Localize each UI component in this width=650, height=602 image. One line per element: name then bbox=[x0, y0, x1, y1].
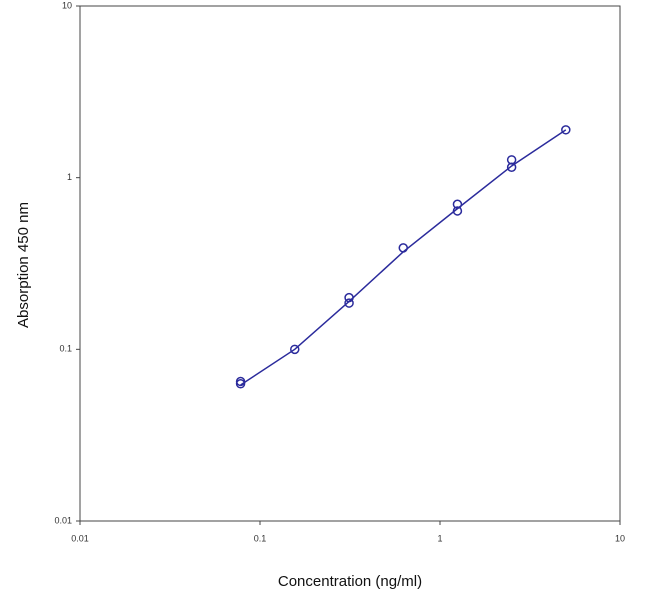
fit-curve bbox=[240, 129, 567, 386]
data-point bbox=[235, 379, 246, 389]
data-point bbox=[452, 199, 463, 210]
plot-frame bbox=[79, 5, 621, 522]
data-point bbox=[344, 292, 354, 303]
data-point bbox=[398, 243, 409, 253]
y-axis-title: Absorption 450 nm bbox=[15, 202, 32, 328]
x-tick-label: 1 bbox=[437, 533, 442, 543]
x-tick-label: 0.1 bbox=[254, 533, 267, 543]
y-tick-label: 1 bbox=[67, 172, 72, 182]
y-tick-label: 10 bbox=[62, 0, 72, 10]
data-point bbox=[561, 125, 571, 135]
y-tick-label: 0.01 bbox=[54, 515, 72, 525]
data-point bbox=[452, 206, 463, 216]
data-point bbox=[344, 298, 354, 308]
x-tick-label: 10 bbox=[615, 533, 625, 543]
data-point bbox=[290, 344, 300, 355]
data-point bbox=[506, 162, 517, 172]
x-tick-label: 0.01 bbox=[71, 533, 89, 543]
x-axis-title: Concentration (ng/ml) bbox=[278, 573, 422, 590]
y-tick-label: 0.1 bbox=[59, 344, 72, 354]
